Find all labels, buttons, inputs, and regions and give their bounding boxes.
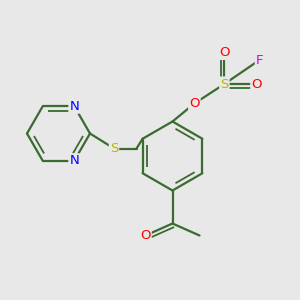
Text: N: N [69, 154, 79, 167]
Text: S: S [220, 77, 229, 91]
Text: O: O [189, 97, 200, 110]
Text: F: F [256, 53, 263, 67]
Text: N: N [69, 100, 79, 113]
Text: S: S [110, 142, 118, 155]
Text: O: O [251, 77, 262, 91]
Text: O: O [140, 229, 151, 242]
Text: O: O [219, 46, 230, 59]
